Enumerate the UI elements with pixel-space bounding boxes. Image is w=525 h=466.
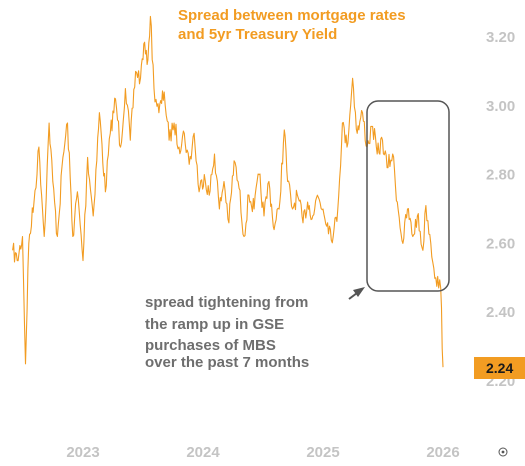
last-value-label: 2.24 [486, 360, 513, 376]
settings-icon[interactable] [498, 447, 508, 457]
y-axis-ticks: 3.203.002.802.602.402.20 [486, 29, 515, 390]
last-value-badge: 2.24 [474, 357, 525, 379]
highlight-box [366, 100, 450, 292]
last-value-badge-bg [474, 357, 525, 379]
chart-title-line-1: Spread between mortgage rates [178, 7, 406, 24]
y-tick-label: 3.00 [486, 98, 515, 115]
series-layer [12, 15, 444, 368]
x-axis-ticks: 2023 2024 2025 2026 [66, 444, 459, 461]
annotation-arrow [348, 287, 365, 300]
annotation-line-1: spread tightening from [145, 294, 308, 311]
x-tick-label: 2026 [426, 444, 459, 461]
y-tick-label: 2.60 [486, 235, 515, 252]
x-tick-label: 2025 [306, 444, 339, 461]
annotation-line-3: purchases of MBS [145, 337, 276, 354]
annotation-line-2: the ramp up in GSE [145, 316, 284, 333]
x-tick-label: 2023 [66, 444, 99, 461]
annotation-line-4: over the past 7 months [145, 354, 309, 371]
y-tick-label: 3.20 [486, 29, 515, 46]
y-tick-label: 2.80 [486, 167, 515, 184]
series-line [12, 15, 444, 368]
x-tick-label: 2024 [186, 444, 220, 461]
y-tick-label: 2.40 [486, 304, 515, 321]
chart-title-line-2: and 5yr Treasury Yield [178, 26, 337, 43]
